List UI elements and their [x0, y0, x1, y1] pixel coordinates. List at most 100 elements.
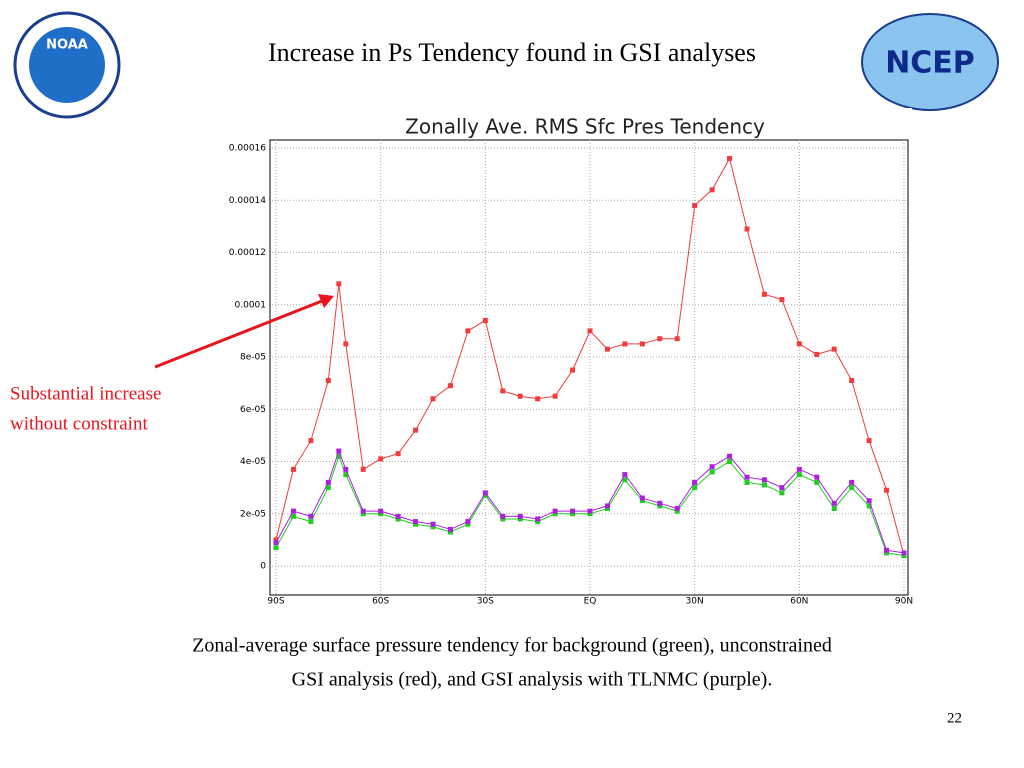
point — [831, 506, 837, 512]
point — [639, 498, 645, 504]
arrow-head — [318, 294, 334, 308]
point — [727, 453, 733, 459]
point — [901, 553, 907, 559]
point — [657, 336, 663, 342]
x-tick-label: 90N — [895, 597, 913, 607]
point — [465, 519, 471, 525]
point — [395, 451, 401, 457]
point — [325, 485, 331, 491]
point — [866, 503, 872, 509]
point — [447, 529, 453, 535]
y-tick-label: 6e-05 — [240, 405, 266, 415]
point — [639, 341, 645, 347]
point — [796, 472, 802, 478]
point — [796, 341, 802, 347]
point — [570, 367, 576, 373]
point — [308, 519, 314, 525]
point — [587, 328, 593, 334]
point — [692, 485, 698, 491]
point — [657, 500, 663, 506]
point — [884, 547, 890, 553]
point — [552, 511, 558, 517]
noaa-logo: NOAA — [13, 11, 121, 119]
point — [657, 503, 663, 509]
point — [831, 346, 837, 352]
point — [290, 513, 296, 519]
point — [622, 472, 628, 478]
point — [727, 459, 733, 464]
annotation: without constraint — [10, 413, 148, 434]
point — [343, 341, 349, 347]
point — [430, 396, 436, 402]
logo-globe — [861, 13, 999, 111]
page-number: 22 — [947, 710, 962, 726]
point — [674, 336, 680, 342]
point — [325, 378, 331, 384]
point — [814, 351, 820, 357]
logo-disc — [29, 27, 105, 103]
logo-text: NCEP — [885, 46, 975, 81]
point — [517, 516, 523, 522]
point — [692, 202, 698, 208]
annotation-arrow — [154, 299, 323, 369]
point — [552, 508, 558, 514]
point — [761, 477, 767, 483]
series-line — [275, 157, 905, 556]
point — [482, 490, 488, 496]
point — [779, 490, 785, 496]
point — [727, 155, 733, 161]
y-tick-label: 0.00012 — [229, 248, 266, 258]
point — [378, 511, 384, 517]
point — [500, 516, 506, 522]
point — [482, 317, 488, 323]
point — [482, 492, 488, 498]
point — [465, 328, 471, 334]
point — [343, 466, 349, 472]
point — [430, 521, 436, 527]
point — [535, 396, 541, 402]
point — [413, 521, 419, 527]
point — [604, 503, 610, 509]
point — [360, 466, 366, 472]
caption: GSI analysis (red), and GSI analysis wit… — [292, 669, 773, 691]
point — [552, 393, 558, 399]
point — [587, 511, 593, 517]
point — [336, 453, 342, 459]
logo-text: NOAA — [46, 38, 88, 53]
point — [500, 388, 506, 394]
point — [849, 479, 855, 485]
point — [901, 550, 907, 556]
annotation: Substantial increase — [10, 383, 161, 404]
point — [884, 550, 890, 556]
point — [290, 466, 296, 472]
chart-panel — [228, 108, 912, 608]
point — [761, 291, 767, 297]
x-tick-label: 30N — [686, 597, 704, 607]
plot: 0 2e-05 4e-05 6e-05 8e-05 0.0001 0.00012 0.0001… — [229, 140, 913, 607]
point — [831, 500, 837, 506]
point — [343, 472, 349, 478]
point — [273, 537, 279, 543]
point — [884, 487, 890, 493]
point — [378, 456, 384, 462]
point — [674, 506, 680, 512]
point — [535, 516, 541, 522]
y-tick-label: 0.00016 — [229, 144, 266, 154]
point — [430, 524, 436, 530]
x-tick-label: 60S — [372, 597, 389, 607]
point — [849, 485, 855, 491]
point — [465, 521, 471, 527]
point — [517, 393, 523, 399]
slide-title: Increase in Ps Tendency found in GSI ana… — [268, 38, 756, 67]
point — [814, 479, 820, 485]
point — [336, 281, 342, 287]
point — [360, 511, 366, 517]
series-line — [275, 454, 905, 556]
caption: Zonal-average surface pressure tendency … — [192, 635, 832, 657]
point — [273, 545, 279, 551]
point — [395, 513, 401, 519]
point — [779, 485, 785, 491]
point — [413, 519, 419, 525]
point — [570, 511, 576, 517]
